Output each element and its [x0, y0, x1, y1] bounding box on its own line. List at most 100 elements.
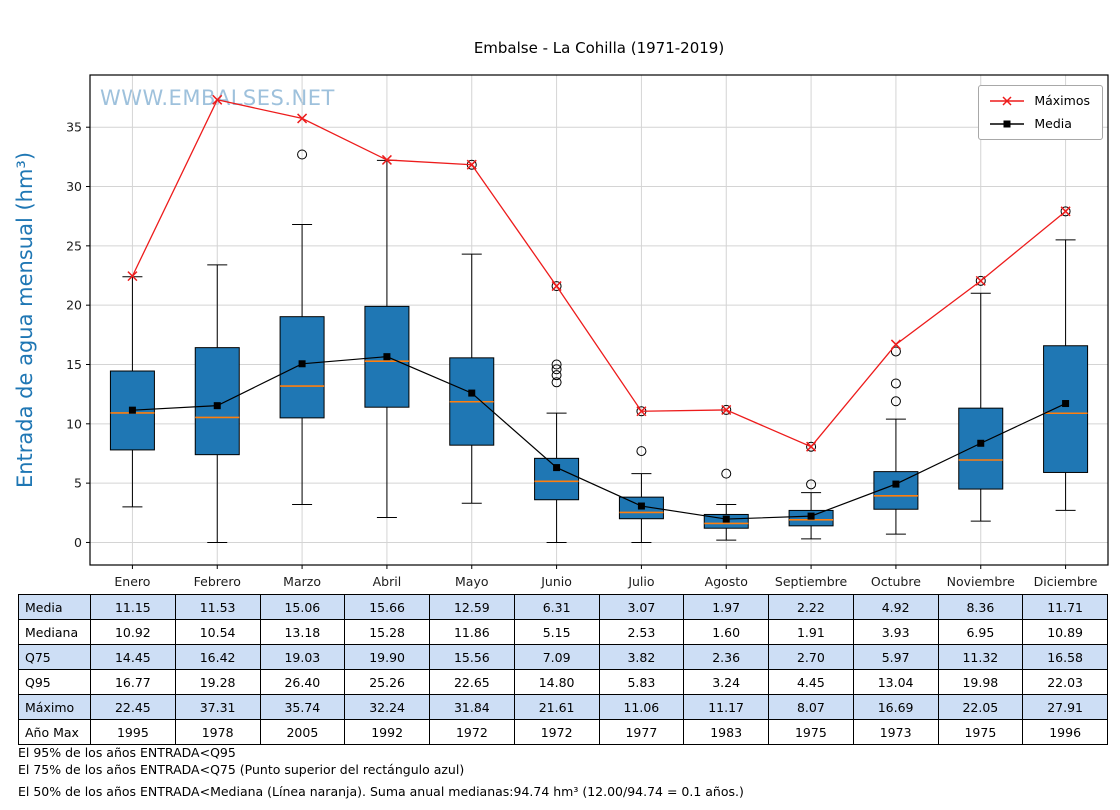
y-tick-label: 20 [66, 298, 82, 313]
outlier-octubre [890, 346, 901, 357]
table-cell: 22.03 [1022, 669, 1108, 695]
table-cell: 16.69 [852, 694, 939, 720]
y-tick-label: 25 [66, 238, 82, 253]
maximos-marker [466, 159, 477, 170]
maximos-marker [806, 441, 817, 452]
y-tick-label: 35 [66, 120, 82, 135]
table-cell: 1983 [683, 719, 769, 745]
media-marker [213, 402, 221, 410]
legend-label-maximos: Máximos [1034, 93, 1090, 108]
media-marker [553, 464, 561, 472]
table-cell: 5.15 [513, 619, 600, 645]
table-cell: 16.42 [174, 644, 261, 670]
table-cell: 2.53 [598, 619, 685, 645]
outlier-junio [551, 377, 562, 388]
legend-item-media: Media [989, 116, 1090, 131]
table-cell: 10.54 [174, 619, 261, 645]
media-marker [722, 515, 730, 523]
media-line [132, 356, 1066, 520]
table-cell: 1.91 [768, 619, 854, 645]
media-marker [1062, 400, 1070, 408]
footnote-mediana: El 50% de los años ENTRADA<Mediana (Líne… [18, 783, 744, 799]
table-cell: 11.86 [429, 619, 515, 645]
table-cell: 10.92 [90, 619, 176, 645]
y-tick-label: 30 [66, 179, 82, 194]
table-cell: 3.82 [598, 644, 685, 670]
outlier-diciembre [1060, 206, 1071, 217]
table-cell: 22.45 [90, 694, 176, 720]
table-row-label: Media [18, 594, 91, 620]
box-octubre [873, 471, 919, 510]
x-tick-label-junio: Junio [540, 574, 572, 589]
table-cell: 5.83 [598, 669, 685, 695]
maximos-marker [212, 94, 223, 105]
maximos-marker [127, 271, 138, 282]
table-cell: 2005 [259, 719, 346, 745]
table-cell: 11.17 [683, 694, 769, 720]
table-cell: 16.77 [90, 669, 176, 695]
table-row-q95: Q95 16.77 19.28 26.40 25.26 22.65 14.80 5.83 3.2… [18, 669, 1108, 695]
table-cell: 6.95 [937, 619, 1024, 645]
table-cell: 22.05 [937, 694, 1024, 720]
x-tick-label-enero: Enero [114, 574, 150, 589]
media-marker [892, 480, 900, 488]
table-cell: 14.45 [90, 644, 176, 670]
table-cell: 7.09 [513, 644, 600, 670]
table-row-mediana: Mediana 10.92 10.54 13.18 15.28 11.86 5.15 2.53… [18, 619, 1108, 645]
table-cell: 35.74 [259, 694, 346, 720]
table-cell: 11.15 [90, 594, 176, 620]
table-cell: 11.06 [598, 694, 685, 720]
table-cell: 5.97 [852, 644, 939, 670]
table-cell: 2.22 [768, 594, 854, 620]
table-row-máximo: Máximo 22.45 37.31 35.74 32.24 31.84 21.61 11.0… [18, 694, 1108, 720]
table-cell: 15.28 [344, 619, 430, 645]
table-cell: 1978 [174, 719, 261, 745]
table-cell: 19.03 [259, 644, 346, 670]
media-marker [383, 353, 391, 361]
table-cell: 1.60 [683, 619, 769, 645]
outlier-noviembre [975, 275, 986, 286]
table-cell: 13.04 [852, 669, 939, 695]
table-cell: 16.58 [1022, 644, 1108, 670]
media-legend-marker [990, 120, 1025, 127]
maximos-marker [636, 406, 647, 417]
table-cell: 19.28 [174, 669, 261, 695]
table-cell: 8.36 [937, 594, 1024, 620]
table-row-label: Año Max [18, 719, 91, 745]
table-cell: 3.24 [683, 669, 769, 695]
table-cell: 12.59 [429, 594, 515, 620]
table-cell: 1972 [429, 719, 515, 745]
table-cell: 15.66 [344, 594, 430, 620]
table-row-label: Q95 [18, 669, 91, 695]
outlier-junio [551, 364, 562, 375]
table-cell: 1.97 [683, 594, 769, 620]
legend-label-media: Media [1034, 116, 1072, 131]
boxplot-chart: Entrada de agua mensual (hm³) 0 5 10 15 20 25… [13, 74, 1109, 589]
y-tick-label: 0 [74, 535, 82, 550]
maximos-marker [1060, 206, 1071, 217]
maximos-marker [297, 113, 308, 124]
table-cell: 13.18 [259, 619, 346, 645]
x-tick-label-mayo: Mayo [455, 574, 489, 589]
y-tick-label: 5 [74, 476, 82, 491]
outlier-junio [551, 359, 562, 370]
table-cell: 22.65 [429, 669, 515, 695]
y-tick-label: 10 [66, 416, 82, 431]
maximos-marker [890, 339, 901, 350]
chart-title: Embalse - La Cohilla (1971-2019) [473, 39, 725, 57]
table-cell: 25.26 [344, 669, 430, 695]
media-marker [468, 389, 476, 397]
table-cell: 1972 [513, 719, 600, 745]
table-cell: 8.07 [768, 694, 854, 720]
y-axis-label: Entrada de agua mensual (hm³) [13, 152, 37, 488]
table-row-label: Mediana [18, 619, 91, 645]
table-cell: 2.70 [768, 644, 854, 670]
outlier-agosto [721, 468, 732, 479]
media-marker [298, 360, 306, 368]
table-cell: 3.93 [852, 619, 939, 645]
table-cell: 14.80 [513, 669, 600, 695]
table-cell: 21.61 [513, 694, 600, 720]
media-marker [637, 502, 645, 510]
maximos-marker [721, 404, 732, 415]
